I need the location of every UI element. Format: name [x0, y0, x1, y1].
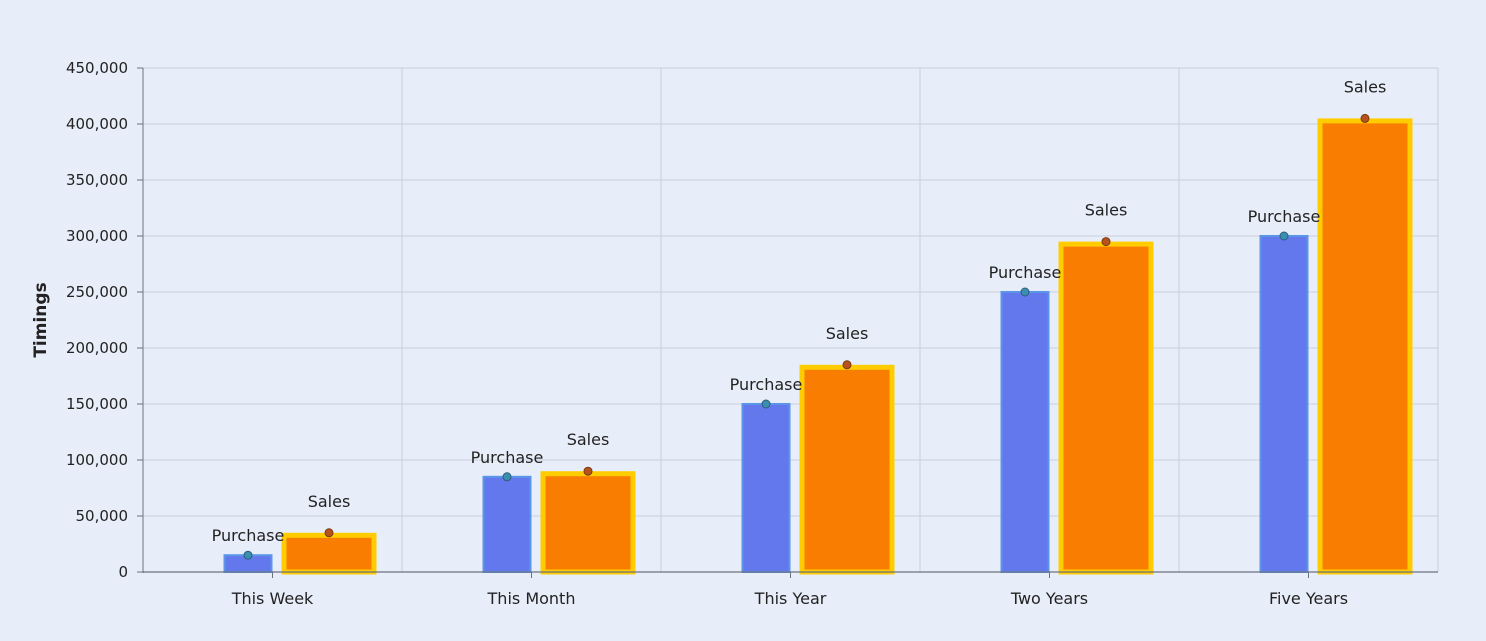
- grid-lines: [143, 67, 1439, 572]
- data-label-sales: Sales: [1085, 201, 1128, 220]
- data-label-sales: Sales: [308, 492, 351, 511]
- marker-sales: [324, 528, 334, 538]
- axes: [137, 67, 1438, 578]
- data-label-purchase: Purchase: [1248, 207, 1321, 226]
- bar-sales: [1317, 118, 1413, 575]
- y-axis-title: Timings: [31, 282, 51, 357]
- x-tick-label: Five Years: [1269, 589, 1348, 608]
- data-label-sales: Sales: [826, 324, 869, 343]
- y-tick-label: 200,000: [66, 339, 128, 357]
- y-tick-label: 0: [118, 563, 128, 581]
- data-label-sales: Sales: [1344, 77, 1387, 96]
- data-label-sales: Sales: [567, 430, 610, 449]
- bar-purchase: [482, 475, 532, 573]
- y-tick-label: 400,000: [66, 115, 128, 133]
- marker-purchase: [1279, 231, 1289, 241]
- marker-sales: [1360, 113, 1370, 123]
- y-tick-label: 250,000: [66, 283, 128, 301]
- y-tick-label: 350,000: [66, 171, 128, 189]
- y-tick-label: 300,000: [66, 227, 128, 245]
- y-tick-label: 150,000: [66, 395, 128, 413]
- y-tick-label: 100,000: [66, 451, 128, 469]
- bar-sales: [540, 471, 636, 575]
- bar-purchase: [1259, 235, 1309, 573]
- bar-sales: [799, 364, 895, 575]
- y-tick-label: 50,000: [76, 507, 129, 525]
- x-tick-label: Two Years: [1010, 589, 1088, 608]
- data-label-purchase: Purchase: [730, 375, 803, 394]
- y-tick-label: 450,000: [66, 59, 128, 77]
- marker-purchase: [502, 472, 512, 482]
- marker-sales: [583, 466, 593, 476]
- labels: 0 50,000 100,000 150,000 200,000 250,000 300,0…: [66, 59, 1386, 608]
- x-tick-label: This Year: [754, 589, 827, 608]
- bar-sales: [1058, 241, 1154, 575]
- marker-purchase: [243, 550, 253, 560]
- bar-purchase: [741, 403, 791, 573]
- marker-sales: [1101, 237, 1111, 247]
- x-tick-label: This Week: [231, 589, 314, 608]
- data-label-purchase: Purchase: [989, 263, 1062, 282]
- marker-purchase: [1020, 287, 1030, 297]
- data-label-purchase: Purchase: [471, 448, 544, 467]
- bar-sales: [281, 532, 377, 575]
- marker-sales: [842, 360, 852, 370]
- x-tick-label: This Month: [487, 589, 576, 608]
- bar-purchase: [1000, 291, 1050, 573]
- data-label-purchase: Purchase: [212, 526, 285, 545]
- marker-purchase: [761, 399, 771, 409]
